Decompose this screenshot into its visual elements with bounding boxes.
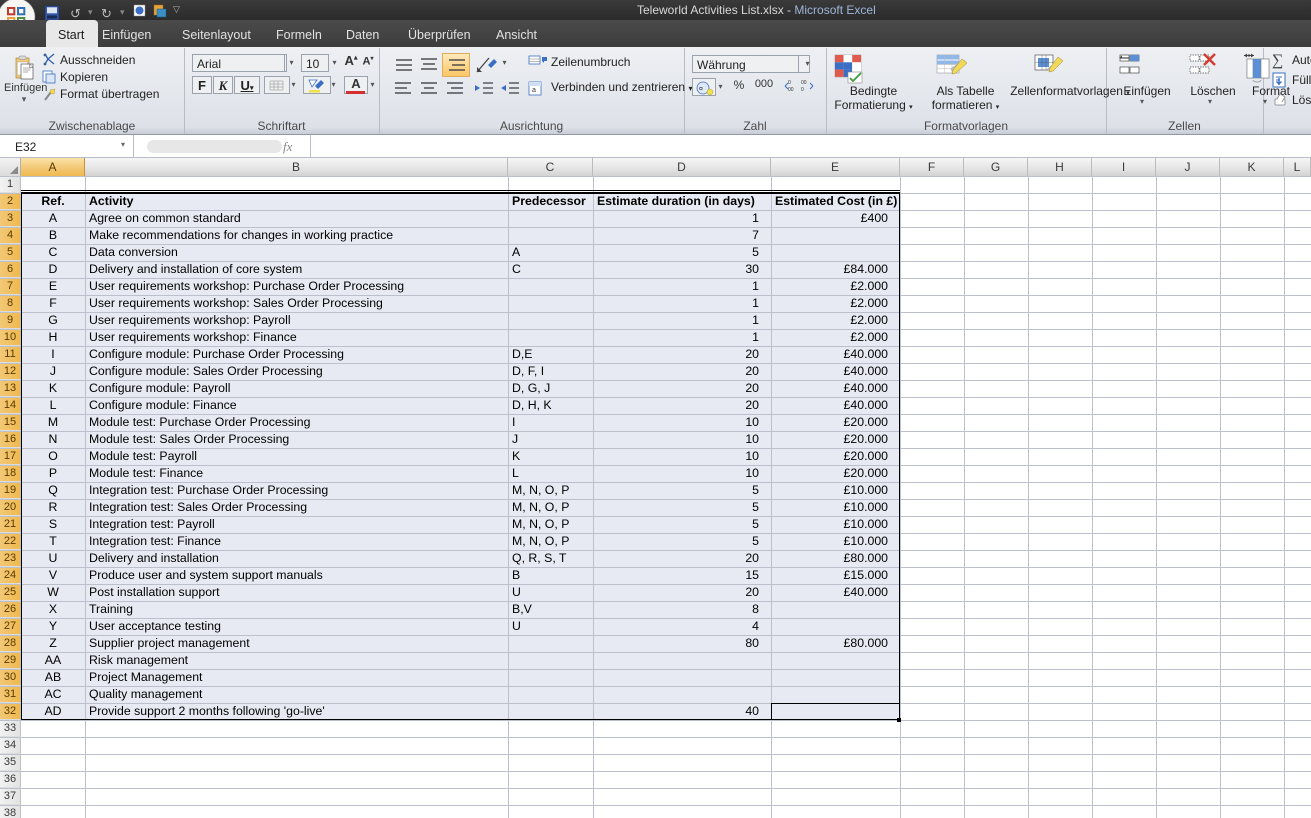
svg-text:0: 0	[801, 87, 804, 93]
svg-text:a: a	[532, 87, 536, 94]
svg-text:00: 00	[801, 80, 807, 86]
svg-text:¤: ¤	[699, 86, 703, 93]
svg-text:0: 0	[788, 80, 791, 86]
svg-text:00: 00	[788, 87, 794, 93]
